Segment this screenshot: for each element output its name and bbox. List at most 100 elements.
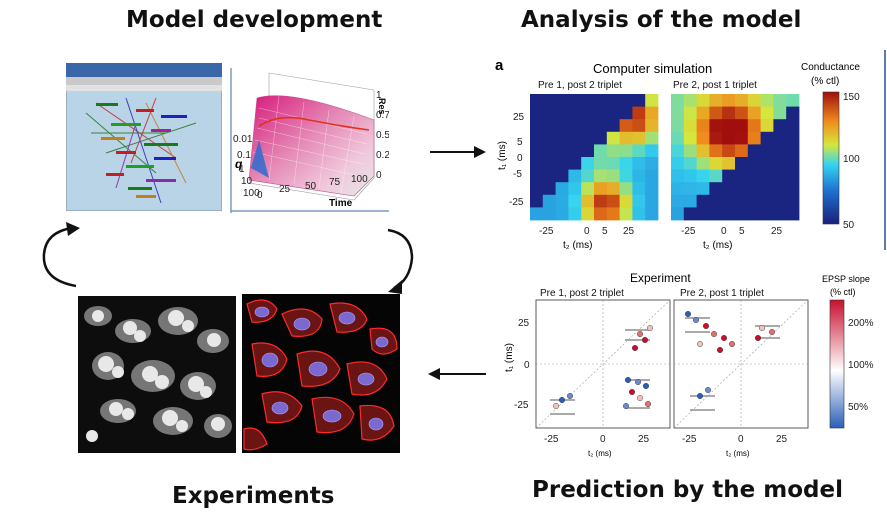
surface-x-tick-2: 50 <box>305 181 317 192</box>
heatmap-cell <box>555 169 569 183</box>
heatmap-cell <box>747 207 761 221</box>
experiment-title: Experiment <box>630 271 691 285</box>
heatmap-cell <box>709 194 723 208</box>
heatmap-cell <box>568 94 582 107</box>
heatmap-cell <box>530 157 544 170</box>
experiment-point <box>704 386 711 393</box>
heatmap-cell <box>606 131 620 145</box>
cycle-arrow-right <box>387 228 414 294</box>
sim-colorbar-tick-1: 100 <box>843 154 860 165</box>
heatmap-cell <box>632 94 646 107</box>
simulation-colorbar-title: Conductance <box>801 62 860 73</box>
heatmap-cell <box>619 194 633 208</box>
simulation-title: Computer simulation <box>593 61 712 76</box>
heatmap-cell <box>786 131 800 145</box>
experiment-point <box>696 392 703 399</box>
heatmap-cell <box>709 94 723 107</box>
experiment-point <box>644 400 651 407</box>
experiment-right-panel-title: Pre 2, post 1 triplet <box>680 288 764 299</box>
simulation-heatmap-left <box>530 94 659 221</box>
heatmap-cell <box>671 94 685 107</box>
heatmap-cell <box>632 207 646 221</box>
heatmap-cell <box>606 94 620 107</box>
heatmap-cell <box>645 106 659 120</box>
experiment-y-axis-label: t₁ (ms) <box>504 343 515 372</box>
heatmap-cell <box>696 94 710 107</box>
experiment-point <box>631 344 638 351</box>
heatmap-cell <box>722 119 736 133</box>
heatmap-cell <box>709 157 723 170</box>
heatmap-cell <box>594 182 608 196</box>
heatmap-cell <box>735 119 749 133</box>
exp-y-tick-2: -25 <box>514 400 529 411</box>
heatmap-cell <box>683 94 697 107</box>
heatmap-cell <box>645 207 659 221</box>
heatmap-cell <box>709 131 723 145</box>
heatmap-cell <box>568 194 582 208</box>
surface-plot: Res q Time 0.01 0.1 1 10 100 0 25 50 75 … <box>229 68 389 213</box>
experiment-point <box>728 340 735 347</box>
heatmap-cell <box>735 131 749 145</box>
heatmap-cell <box>786 119 800 133</box>
experiment-point <box>720 334 727 341</box>
heatmap-cell <box>760 119 774 133</box>
heatmap-cell <box>632 194 646 208</box>
heatmap-cell <box>760 157 774 170</box>
heatmap-cell <box>760 194 774 208</box>
heatmap-cell <box>632 169 646 183</box>
heatmap-cell <box>709 182 723 196</box>
heatmap-cell <box>645 194 659 208</box>
heatmap-cell <box>645 119 659 133</box>
heatmap-cell <box>786 182 800 196</box>
experiment-point <box>641 336 648 343</box>
heatmap-cell <box>594 94 608 107</box>
experiment-points <box>553 311 776 409</box>
heatmap-cell <box>773 144 787 158</box>
experiment-point <box>642 382 649 389</box>
heatmap-cell <box>722 94 736 107</box>
heatmap-cell <box>594 131 608 145</box>
heatmap-cell <box>581 94 595 107</box>
heatmap-cell <box>594 169 608 183</box>
heatmap-cell <box>542 144 556 158</box>
heatmap-cell <box>773 94 787 107</box>
heatmap-cell <box>760 169 774 183</box>
experiment-point <box>628 388 635 395</box>
heatmap-cell <box>581 131 595 145</box>
surface-y-tick-2: 1 <box>239 164 245 175</box>
experiment-point <box>566 392 573 399</box>
heatmap-cell <box>696 119 710 133</box>
heatmap-cell <box>581 144 595 158</box>
heatmap-cell <box>632 157 646 170</box>
heatmap-cell <box>786 106 800 120</box>
heatmap-cell <box>555 119 569 133</box>
heatmap-cell <box>530 119 544 133</box>
experiment-point <box>702 323 709 330</box>
heatmap-cell <box>786 194 800 208</box>
simulation-y-axis-label: t₁ (ms) <box>497 141 508 170</box>
heatmap-cell <box>542 131 556 145</box>
simulation-colorbar <box>822 91 840 225</box>
heatmap-cell <box>606 182 620 196</box>
experiment-figure: Experiment Pre 1, post 2 triplet Pre 2, … <box>504 271 874 458</box>
heatmap-cell <box>568 182 582 196</box>
heatmap-cell <box>619 144 633 158</box>
heatmap-cell <box>568 131 582 145</box>
heatmap-cell <box>722 144 736 158</box>
heatmap-cell <box>722 106 736 120</box>
experiment-point <box>559 396 566 403</box>
sim-x-tick-left-3: 25 <box>623 226 635 237</box>
heatmap-cell <box>555 94 569 107</box>
sim-colorbar-tick-0: 150 <box>843 92 860 103</box>
experiment-point <box>696 340 703 347</box>
heatmap-cell <box>696 144 710 158</box>
arrow-left <box>428 368 486 380</box>
heatmap-cell <box>632 182 646 196</box>
heatmap-cell <box>760 131 774 145</box>
heatmap-cell <box>683 169 697 183</box>
sim-y-tick-1: 5 <box>517 137 523 148</box>
surface-y-tick-3: 10 <box>241 176 253 187</box>
heatmap-cell <box>619 119 633 133</box>
heatmap-cell <box>632 106 646 120</box>
heatmap-cell <box>709 144 723 158</box>
